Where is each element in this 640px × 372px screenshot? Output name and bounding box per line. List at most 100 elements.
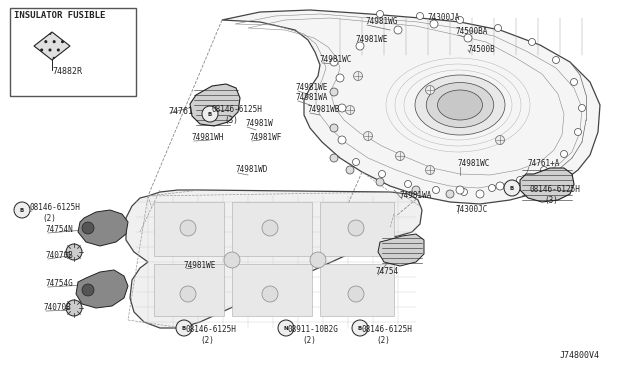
- Text: 74981W: 74981W: [245, 119, 273, 128]
- Circle shape: [330, 88, 338, 96]
- Text: 74761+A: 74761+A: [527, 160, 559, 169]
- Circle shape: [338, 136, 346, 144]
- Text: 08911-10B2G: 08911-10B2G: [288, 326, 339, 334]
- Text: 74754: 74754: [376, 267, 399, 276]
- Text: (2): (2): [200, 336, 214, 344]
- Text: 74981WB: 74981WB: [308, 106, 340, 115]
- Text: J74800V4: J74800V4: [560, 350, 600, 359]
- Circle shape: [376, 10, 383, 17]
- Polygon shape: [378, 234, 424, 266]
- Text: 08146-6125H: 08146-6125H: [212, 106, 263, 115]
- Text: 08146-6125H: 08146-6125H: [362, 326, 413, 334]
- Text: 74981WE: 74981WE: [184, 260, 216, 269]
- Circle shape: [495, 25, 502, 32]
- Text: 74981WA: 74981WA: [296, 93, 328, 103]
- Circle shape: [396, 151, 404, 160]
- Circle shape: [66, 300, 82, 316]
- Text: 74981WA: 74981WA: [400, 192, 433, 201]
- Text: 08146-6125H: 08146-6125H: [30, 203, 81, 212]
- Text: 08146-6125H: 08146-6125H: [530, 186, 581, 195]
- Text: 74754N: 74754N: [46, 225, 74, 234]
- Circle shape: [14, 202, 30, 218]
- Circle shape: [456, 186, 464, 194]
- Circle shape: [476, 190, 484, 198]
- Circle shape: [202, 106, 218, 122]
- Bar: [320, 264, 394, 316]
- Circle shape: [495, 135, 504, 144]
- Circle shape: [426, 86, 435, 94]
- Bar: [232, 202, 312, 256]
- Bar: [10, 8, 136, 96]
- Text: 74981WD: 74981WD: [236, 166, 268, 174]
- Polygon shape: [126, 190, 422, 328]
- Text: 08146-6125H: 08146-6125H: [186, 326, 237, 334]
- Circle shape: [433, 186, 440, 193]
- Text: 74300JA: 74300JA: [428, 13, 460, 22]
- Circle shape: [310, 252, 326, 268]
- Text: 74981WE: 74981WE: [296, 83, 328, 93]
- Text: 74981WF: 74981WF: [250, 134, 282, 142]
- Circle shape: [417, 13, 424, 19]
- Circle shape: [330, 124, 338, 132]
- Text: 74882R: 74882R: [52, 67, 82, 77]
- Bar: [154, 264, 224, 316]
- Circle shape: [353, 158, 360, 166]
- Text: (2): (2): [376, 336, 390, 344]
- Text: 74500BA: 74500BA: [456, 28, 488, 36]
- Circle shape: [336, 74, 344, 82]
- Text: (3): (3): [224, 115, 238, 125]
- Circle shape: [464, 34, 472, 42]
- Circle shape: [348, 220, 364, 236]
- Ellipse shape: [438, 90, 483, 120]
- Circle shape: [394, 26, 402, 34]
- Bar: [320, 202, 394, 256]
- Circle shape: [348, 286, 364, 302]
- Circle shape: [262, 286, 278, 302]
- Text: 74981WG: 74981WG: [366, 17, 398, 26]
- Circle shape: [353, 71, 362, 80]
- Text: B: B: [510, 186, 514, 190]
- Circle shape: [346, 106, 355, 115]
- Polygon shape: [190, 84, 240, 126]
- Circle shape: [529, 38, 536, 45]
- Text: N: N: [284, 326, 288, 330]
- Circle shape: [461, 189, 467, 196]
- Text: 74981WC: 74981WC: [458, 160, 490, 169]
- Circle shape: [579, 105, 586, 112]
- Text: 74981WH: 74981WH: [192, 134, 225, 142]
- Circle shape: [330, 58, 338, 66]
- Text: 74300JC: 74300JC: [456, 205, 488, 215]
- Polygon shape: [222, 10, 600, 204]
- Circle shape: [356, 42, 364, 50]
- Circle shape: [504, 180, 520, 196]
- Circle shape: [378, 170, 385, 177]
- Text: (2): (2): [42, 214, 56, 222]
- Polygon shape: [78, 210, 128, 246]
- Circle shape: [456, 16, 463, 23]
- Text: 74754G: 74754G: [46, 279, 74, 289]
- Text: 74070B: 74070B: [46, 251, 74, 260]
- Circle shape: [278, 320, 294, 336]
- Polygon shape: [34, 32, 70, 60]
- Circle shape: [552, 57, 559, 64]
- Circle shape: [346, 166, 354, 174]
- Circle shape: [364, 131, 372, 141]
- Text: 74981WC: 74981WC: [320, 55, 353, 64]
- Circle shape: [376, 178, 384, 186]
- Bar: [154, 202, 224, 256]
- Text: (2): (2): [302, 336, 316, 344]
- Text: 74070B: 74070B: [44, 304, 72, 312]
- Circle shape: [82, 222, 94, 234]
- Text: INSULATOR FUSIBLE: INSULATOR FUSIBLE: [14, 12, 106, 20]
- Circle shape: [180, 286, 196, 302]
- Circle shape: [82, 284, 94, 296]
- Bar: [232, 264, 312, 316]
- Text: B: B: [20, 208, 24, 212]
- Polygon shape: [76, 270, 128, 308]
- Ellipse shape: [415, 75, 505, 135]
- Text: B: B: [208, 112, 212, 116]
- Text: B: B: [182, 326, 186, 330]
- Circle shape: [66, 244, 82, 260]
- Circle shape: [176, 320, 192, 336]
- Polygon shape: [520, 168, 574, 202]
